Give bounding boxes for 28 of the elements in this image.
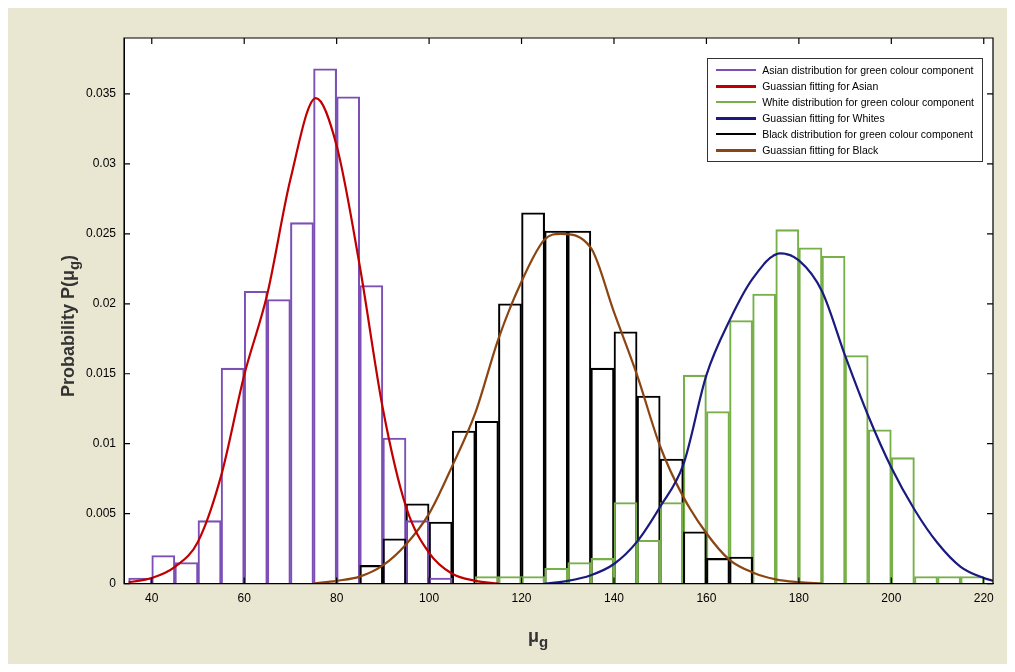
x-tick-label: 100	[419, 591, 440, 606]
y-tick-label: 0.025	[86, 226, 117, 241]
x-tick-label: 220	[973, 591, 995, 606]
legend-label: Guassian fitting for Asian	[762, 80, 879, 92]
line-series	[543, 252, 993, 584]
y-tick-label: 0.03	[92, 156, 117, 171]
y-tick-label: 0.015	[86, 366, 117, 381]
x-tick-label: 80	[329, 591, 344, 606]
line-series	[127, 97, 500, 584]
x-tick-label: 40	[145, 591, 159, 606]
y-tick-label: 0.005	[86, 505, 117, 520]
legend-label: Guassian fitting for Whites	[762, 112, 885, 124]
x-tick-label: 120	[511, 591, 532, 606]
line-series	[312, 232, 824, 584]
x-tick-label: 200	[881, 591, 902, 606]
x-tick-label: 160	[696, 591, 717, 606]
x-axis-title: μ$_{g}$	[527, 626, 549, 650]
y-tick-label: 0.02	[92, 296, 117, 311]
x-tick-label: 180	[788, 591, 810, 606]
y-tick-label: 0.035	[86, 86, 117, 101]
y-tick-label: 0	[109, 575, 117, 590]
y-tick-label: 0.01	[92, 436, 117, 451]
legend-label: Black distribution for green colour component	[762, 128, 973, 140]
legend-label: Asian distribution for green colour component	[762, 64, 974, 76]
legend-label: Guassian fitting for Black	[762, 144, 879, 156]
x-tick-label: 140	[603, 591, 625, 606]
x-tick-label: 60	[237, 591, 252, 606]
legend-label: White distribution for green colour component	[762, 96, 974, 108]
